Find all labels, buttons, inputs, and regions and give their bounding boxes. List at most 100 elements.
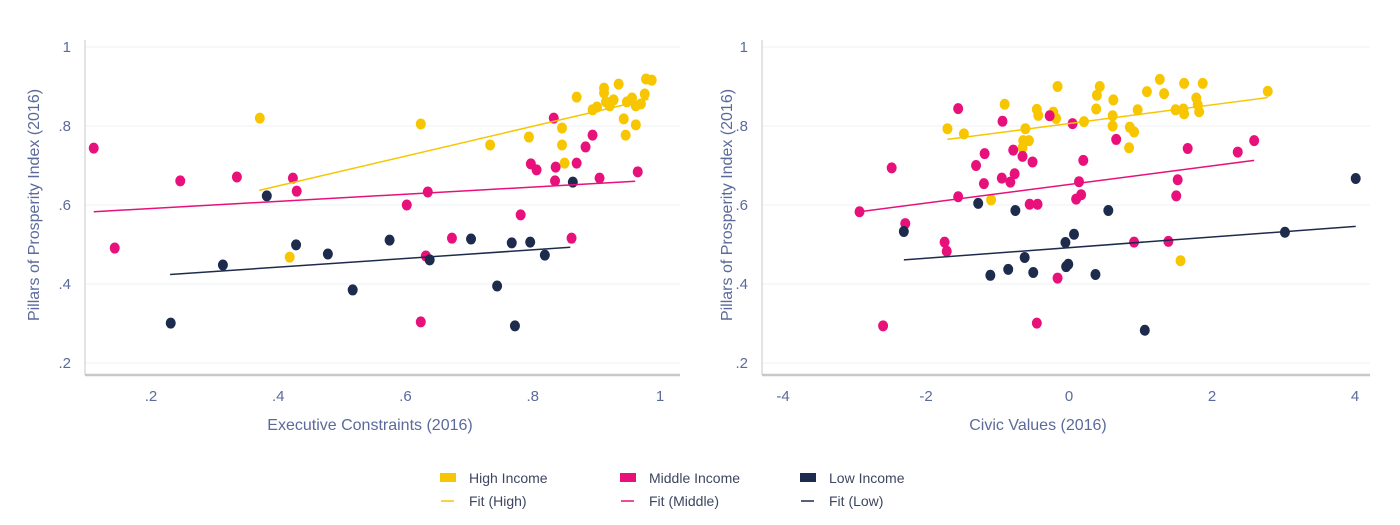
high-income-point	[284, 251, 295, 263]
y-tick-label: .8	[735, 118, 748, 135]
middle-income-point	[1172, 174, 1183, 186]
high-income-point	[1033, 109, 1044, 121]
high-income-point	[557, 122, 568, 134]
middle-income-point	[571, 157, 582, 169]
high-income-point	[630, 119, 641, 131]
legend-label: High Income	[469, 470, 548, 486]
high-income-point	[523, 131, 534, 143]
high-income-point	[1159, 88, 1170, 100]
middle-income-point	[953, 103, 964, 115]
low-income-point	[506, 237, 517, 249]
x-tick-label: .2	[145, 388, 158, 405]
high-income-point	[1094, 81, 1105, 92]
middle-income-point	[415, 316, 426, 328]
high-income-point	[1179, 77, 1190, 89]
high-income-point	[942, 123, 953, 135]
high-income-point	[1107, 110, 1118, 122]
middle-income-point	[1232, 146, 1243, 158]
middle-income-point	[550, 175, 561, 187]
high-income-point	[613, 78, 624, 90]
middle-income-point	[1027, 156, 1038, 168]
middle-income-point	[531, 164, 542, 176]
middle-income-point	[1171, 190, 1182, 202]
x-tick-label: 0	[1065, 388, 1073, 405]
middle-income-point	[978, 178, 989, 190]
low-income-point	[567, 176, 578, 188]
low-income-point	[1103, 205, 1114, 217]
low-income-point	[384, 234, 395, 246]
low-income-point	[322, 248, 333, 260]
low-swatch	[800, 473, 816, 482]
high-income-point	[1179, 108, 1190, 120]
middle-income-point	[1249, 135, 1260, 147]
high-income-point	[1132, 104, 1143, 116]
middle-income-point	[1005, 176, 1016, 188]
middle-income-point	[1111, 133, 1122, 145]
low-income-point	[898, 225, 909, 237]
middle-income-point	[109, 242, 120, 254]
middle-income-point	[550, 161, 561, 173]
low-income-point	[165, 317, 176, 329]
high-income-point	[1141, 86, 1152, 98]
middle-income-point	[1009, 168, 1020, 180]
high-income-point	[999, 98, 1010, 110]
high-income-point	[1107, 120, 1118, 132]
chart-civic-values: Civic Values (2016) Pillars of Prosperit…	[719, 39, 1370, 434]
legend-label: Middle Income	[649, 470, 740, 486]
middle-income-point	[587, 129, 598, 141]
y-tick-label: .4	[735, 276, 748, 293]
y-tick-label: 1	[63, 39, 71, 56]
x-tick-label: 1	[656, 388, 664, 405]
low-income-point	[525, 236, 536, 248]
y-axis-title: Pillars of Prosperity Index (2016)	[719, 89, 736, 321]
legend-label: Low Income	[829, 470, 905, 486]
x-tick-label: .8	[526, 388, 539, 405]
fit-line-low	[903, 225, 1356, 261]
fit-line-middle	[93, 180, 636, 213]
middle-income-point	[515, 209, 526, 221]
middle-income-point	[566, 232, 577, 244]
middle-income-point	[1182, 143, 1193, 155]
middle-income-point	[1044, 110, 1055, 122]
middle-income-point	[594, 172, 605, 184]
high-income-point	[639, 88, 650, 100]
middle-income-point	[979, 148, 990, 160]
low-income-point	[985, 269, 996, 281]
low-income-point	[1139, 324, 1150, 336]
high-income-point	[1091, 103, 1102, 115]
fit-line-high	[947, 96, 1268, 141]
low-income-point	[347, 284, 358, 296]
high-income-point	[485, 139, 496, 151]
high-income-point	[599, 87, 610, 99]
middle-income-point	[231, 171, 242, 183]
middle-income-point	[953, 191, 964, 203]
middle-income-point	[971, 160, 982, 171]
low-income-point	[466, 233, 477, 245]
fit-line-low	[170, 246, 571, 276]
low-income-point	[1069, 228, 1080, 240]
middle-income-point	[878, 320, 889, 332]
legend-label: Fit (Low)	[829, 493, 883, 509]
high-income-point	[1197, 77, 1208, 89]
high-income-point	[1154, 73, 1165, 85]
low-income-point	[1060, 237, 1071, 249]
y-tick-label: .8	[58, 118, 71, 135]
x-tick-label: -4	[776, 388, 789, 405]
low-income-point	[1010, 205, 1021, 217]
middle-income-point	[1032, 198, 1043, 210]
x-tick-label: 2	[1208, 388, 1216, 405]
middle-income-point	[446, 232, 457, 244]
middle-income-point	[1052, 272, 1063, 284]
low-income-point	[1003, 263, 1014, 275]
middle-income-point	[175, 175, 186, 187]
middle-income-point	[1017, 150, 1028, 162]
y-tick-label: .6	[735, 197, 748, 214]
high-income-point	[1175, 255, 1186, 267]
x-axis-title: Executive Constraints (2016)	[267, 417, 472, 434]
middle-income-point	[1163, 235, 1174, 247]
middle-income-point	[1031, 317, 1042, 329]
high-income-point	[415, 118, 426, 130]
fit-line-middle	[859, 159, 1255, 213]
y-tick-label: 1	[740, 39, 748, 56]
chart-executive-constraints: Executive Constraints (2016) Pillars of …	[26, 39, 680, 434]
